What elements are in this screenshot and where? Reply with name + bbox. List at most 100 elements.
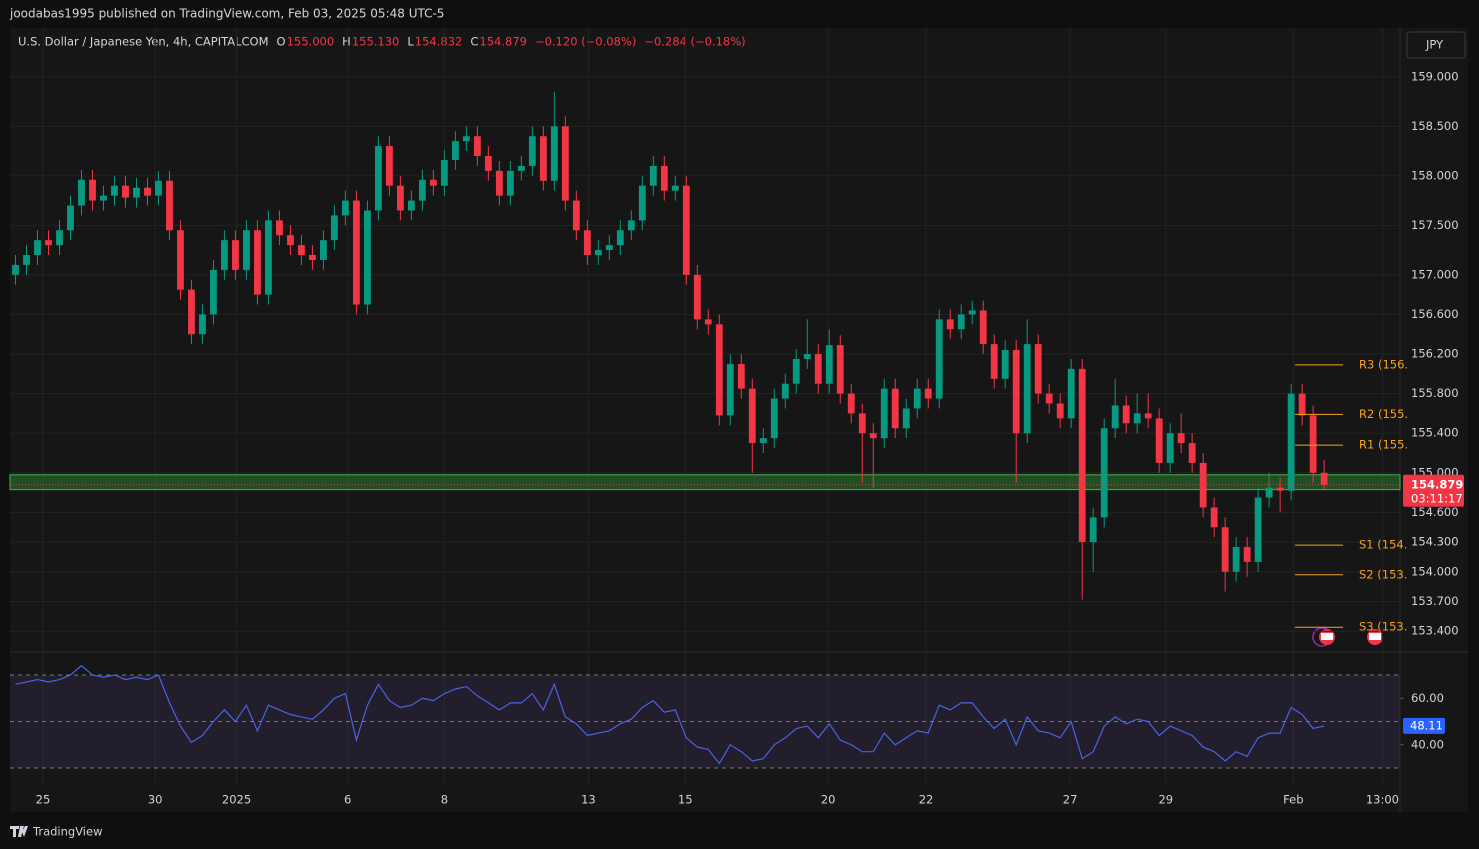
- candle-body: [396, 185, 404, 211]
- candle-body: [155, 180, 162, 196]
- candle-body: [1089, 517, 1097, 543]
- y-tick-label: 155.800: [1411, 386, 1459, 400]
- candle-body: [506, 170, 514, 196]
- x-tick-label: 29: [1158, 793, 1173, 807]
- x-tick-label: 27: [1063, 793, 1078, 807]
- candle-body: [759, 438, 767, 444]
- candle-body: [495, 170, 503, 196]
- candle-body: [1111, 405, 1119, 429]
- candle-body: [451, 141, 459, 160]
- candle-body: [1199, 462, 1207, 508]
- candle-body: [1155, 418, 1163, 463]
- candle-body: [781, 383, 789, 399]
- candle-body: [1221, 527, 1229, 572]
- candle-body: [880, 388, 888, 439]
- y-tick-label: 156.600: [1411, 307, 1459, 321]
- ohlc-key: C: [470, 35, 478, 49]
- candle-body: [693, 274, 701, 320]
- candle-body: [144, 187, 151, 196]
- candle-body: [627, 220, 635, 231]
- candle-body: [1001, 350, 1009, 379]
- candle-body: [671, 185, 679, 191]
- candle-body: [825, 345, 833, 384]
- candle-body: [232, 240, 239, 270]
- pivot-label: R2 (155.: [1359, 407, 1408, 421]
- rsi-tag: [1403, 717, 1445, 734]
- candle-body: [1045, 393, 1053, 404]
- candle-body: [429, 179, 437, 186]
- candle-body: [177, 230, 184, 290]
- candle-body: [517, 165, 525, 171]
- candle-body: [605, 245, 613, 251]
- candle-body: [869, 433, 877, 439]
- candle-body: [968, 310, 976, 315]
- currency[interactable]: JPY: [1425, 38, 1444, 52]
- candle-body: [473, 136, 481, 157]
- candle-body: [1188, 443, 1196, 463]
- candle-body: [188, 289, 195, 335]
- x-tick-label: Feb: [1283, 793, 1303, 807]
- candle-body: [803, 354, 811, 359]
- candle-body: [254, 230, 261, 295]
- candle-body: [814, 354, 822, 384]
- pivot-label: R1 (155.: [1359, 438, 1408, 452]
- y-tick-label: 159.000: [1411, 69, 1459, 83]
- candle-body: [682, 185, 690, 275]
- candle-body: [847, 393, 855, 414]
- y-tick-label: 157.500: [1411, 218, 1459, 232]
- x-tick-label: 6: [344, 793, 351, 807]
- candle-body: [1144, 413, 1152, 419]
- y-tick-label: 154.000: [1411, 564, 1459, 578]
- candle-body: [45, 240, 52, 246]
- currency-button[interactable]: [1406, 31, 1466, 59]
- x-tick-label: 22: [919, 793, 934, 807]
- candle-body: [1122, 405, 1130, 424]
- candle-body: [550, 126, 558, 181]
- pivot-label: R3 (156.: [1359, 357, 1408, 371]
- candle-body: [1298, 393, 1306, 416]
- candle-body: [78, 179, 85, 206]
- candle-body: [484, 156, 492, 171]
- ohlc-value: 155.000: [287, 35, 335, 49]
- candle-body: [1232, 547, 1240, 572]
- candle-body: [528, 136, 536, 166]
- footer-logo: [10, 826, 28, 837]
- pivot-label: S1 (154.: [1359, 538, 1407, 552]
- candle-body: [56, 230, 63, 246]
- candle-body: [67, 205, 74, 231]
- candle-body: [1265, 487, 1273, 498]
- candle-body: [418, 179, 426, 201]
- rsi-tag-value: 48.11: [1410, 718, 1443, 732]
- candle-body: [572, 200, 580, 231]
- price-tag-timer: 03:11:17: [1411, 491, 1463, 505]
- candle-body: [341, 200, 349, 216]
- x-tick-label: 15: [678, 793, 693, 807]
- ohlc-value: 154.832: [415, 35, 463, 49]
- x-tick-label: 13:00: [1366, 793, 1399, 807]
- candle-body: [1177, 433, 1185, 444]
- candle-body: [440, 159, 448, 186]
- candle-body: [1166, 433, 1174, 463]
- y-tick-label: 158.500: [1411, 119, 1459, 133]
- candle-body: [111, 185, 118, 196]
- candle-body: [704, 319, 712, 325]
- candle-body: [561, 126, 569, 201]
- candle-body: [1023, 344, 1031, 434]
- ohlc-key: L: [407, 35, 414, 49]
- pivot-label: S2 (153.: [1359, 567, 1407, 581]
- rsi-line: [15, 664, 1325, 765]
- candle-body: [133, 187, 140, 198]
- candle-body: [1276, 487, 1284, 491]
- y-tick-label: 153.700: [1411, 594, 1459, 608]
- candle-body: [166, 180, 173, 231]
- candle-body: [320, 240, 327, 260]
- candle-body: [792, 358, 800, 384]
- candle-body: [407, 200, 415, 211]
- candle-body: [363, 210, 371, 305]
- candle-body: [770, 398, 778, 439]
- candle-body: [1056, 403, 1064, 419]
- footer-brand: TradingView: [32, 825, 102, 839]
- price-tag: [1403, 474, 1464, 507]
